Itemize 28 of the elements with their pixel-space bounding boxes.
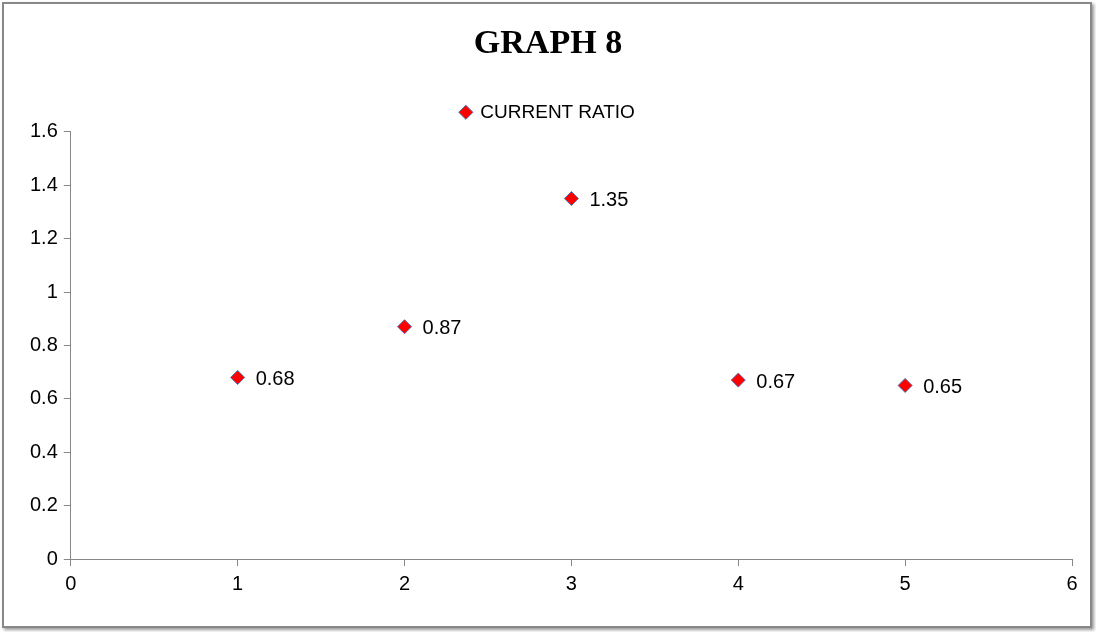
point (397, 319, 413, 335)
data-label: 0.67 (756, 369, 796, 392)
y-tick-label: 1.2 (29, 226, 58, 249)
x-tick-label: 1 (232, 571, 244, 594)
x-tick-label: 6 (1066, 571, 1078, 594)
data-label: 1.35 (589, 188, 629, 211)
y-tick-label: 0.4 (29, 439, 58, 462)
y-tick-label: 0.2 (29, 493, 58, 516)
y-tick-label: 1.4 (29, 172, 58, 195)
y-tick-label: 0.6 (29, 386, 58, 409)
point (563, 191, 579, 207)
point (730, 372, 746, 388)
point (897, 377, 913, 393)
point (230, 369, 246, 385)
legend-label: CURRENT RATIO (480, 100, 635, 122)
x-tick-label: 0 (65, 571, 77, 594)
y-tick-label: 1.6 (29, 119, 58, 142)
y-tick-label: 1 (46, 279, 58, 302)
data-label: 0.87 (422, 316, 462, 339)
chart-title: GRAPH 8 (473, 23, 623, 61)
x-tick-label: 3 (565, 571, 577, 594)
y-tick-label: 0 (46, 546, 58, 569)
data-label: 0.65 (923, 374, 963, 397)
x-tick-label: 4 (732, 571, 744, 594)
data-label: 0.68 (255, 366, 295, 389)
x-tick-label: 2 (398, 571, 411, 594)
x-tick-label: 5 (899, 571, 911, 594)
y-tick-label: 0.8 (29, 332, 58, 355)
